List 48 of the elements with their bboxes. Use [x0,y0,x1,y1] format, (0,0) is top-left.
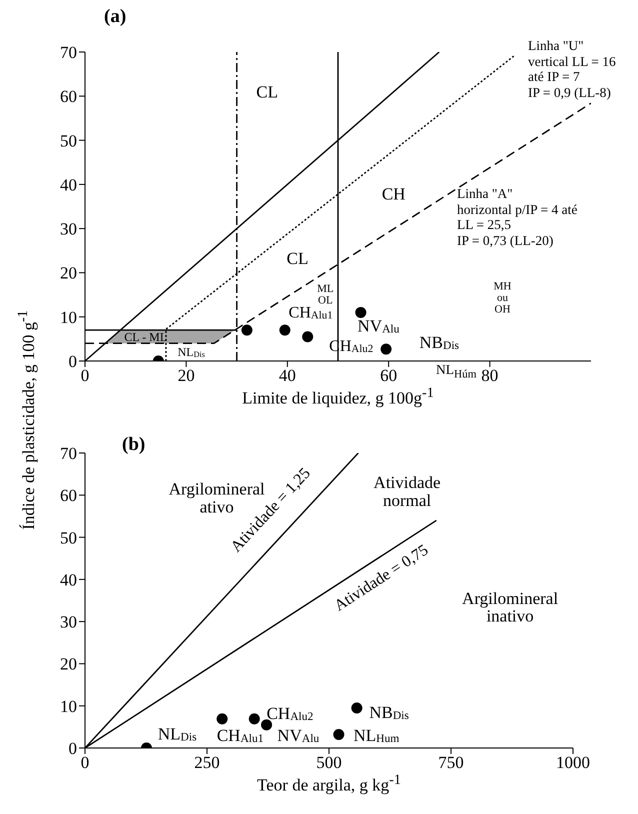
annotation: Argilomineral inativo [462,588,558,626]
y-tick-label: 20 [60,264,77,283]
x-tick-label: 500 [316,753,342,772]
y-tick-label: 0 [68,739,77,758]
x-tick-label: 80 [481,366,498,386]
annotation: NL$_{Dis}$ [158,724,198,743]
y-tick-label: 50 [60,528,77,548]
annotation: CL [286,248,308,268]
y-tick-label: 60 [60,486,77,506]
y-tick-label: 10 [60,696,77,716]
text: NL$_{Húm}$ [436,362,476,382]
x-axis-title: Limite de liquidez, g 100g$^{-1}$ [241,385,435,409]
x-tick-label: 0 [80,753,90,772]
x-axis-title: Teor de argila, g kg$^{-1}$ [256,772,402,796]
y-tick-label: 70 [60,444,77,464]
annotation: CH$_{Alu1}$ [216,725,264,744]
annotation: NL$_{Hum}$ [353,725,400,744]
annotation: NB$_{Dis}$ [419,332,460,352]
x-tick-label: 20 [178,366,195,386]
y-tick-label: 70 [60,43,77,62]
chart-title: (a) [104,6,126,28]
x-tick-label: 1000 [556,753,590,772]
y-tick-label: 50 [60,131,77,150]
y-tick-label: 40 [60,570,77,590]
annotation: Linha "U" vertical LL = 16 até IP = 7 IP = 0,9 (LL-8) [528,38,616,100]
annotation: CL - ML [124,330,168,344]
y-tick-label: 40 [60,175,77,194]
annotation: NB$_{Dis}$ [369,702,410,722]
y-tick-label: 30 [60,612,77,632]
y-tick-label: 60 [60,87,77,106]
x-tick-label: 250 [194,753,220,772]
annotation: MH ou OH [494,280,512,316]
x-tick-label: 40 [278,366,296,386]
annotation: CH [382,184,406,203]
annotation: Linha "A" horizontal p/IP = 4 até LL = 25,5 IP = 0,73 (LL-20) [457,186,578,248]
x-tick-label: 750 [438,753,464,772]
annotation: NV$_{Alu}$ [277,725,320,744]
y-tick-label: 0 [68,352,77,372]
chart-title: (b) [122,434,146,456]
y-tick-label: 30 [60,220,77,239]
x-tick-label: 60 [380,366,398,386]
annotation: CH$_{Alu2}$ [266,704,314,723]
annotation: NV$_{Alu}$ [358,316,400,336]
x-tick-label: 0 [80,366,90,386]
y-tick-label: 20 [60,654,77,674]
annotation: Atividade normal [374,472,441,510]
annotation: CL [256,82,278,102]
y-tick-label: 10 [60,308,77,327]
